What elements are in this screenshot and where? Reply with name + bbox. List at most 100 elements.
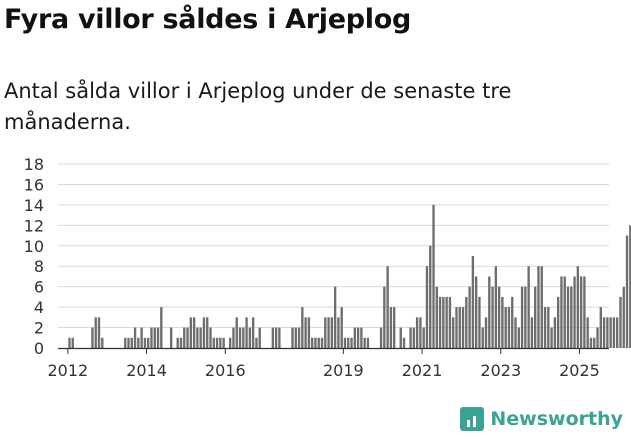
bar [150,327,153,348]
bar [245,317,248,348]
bar [537,266,540,348]
y-tick-label: 8 [34,257,44,276]
bar [169,327,173,348]
bar [570,286,573,348]
y-tick-label: 14 [24,196,44,215]
bar [294,327,297,348]
bar [547,307,550,348]
bar [445,296,448,348]
newsworthy-logo-icon [460,407,485,431]
bar [199,327,202,348]
y-tick-label: 0 [34,339,44,358]
bar [137,337,140,348]
bar [340,307,343,348]
bar [471,256,475,348]
chart-title: Fyra villor såldes i Arjeplog [4,4,411,35]
bar [448,296,452,348]
bar [271,327,275,348]
bar [307,317,311,348]
bar [317,337,320,348]
bar [484,317,488,348]
bar [576,266,580,348]
bar [629,225,631,348]
bar [619,296,622,348]
bar [586,317,589,348]
bar [616,317,619,348]
bar [235,317,238,348]
y-tick-label: 10 [24,237,44,256]
bar [196,327,199,348]
bar [602,317,606,348]
bar [622,286,625,348]
bar [192,317,196,348]
bar [527,266,530,348]
bar [101,337,104,348]
bar [409,327,412,348]
brand-name: Newsworthy [490,408,623,430]
bar [596,327,599,348]
bar [556,296,560,348]
bar [140,327,143,348]
bar [583,276,586,348]
bar [579,276,583,348]
bar [612,317,616,348]
bar [143,337,147,348]
bar [606,317,609,348]
bar [133,327,137,348]
bar [589,337,593,348]
bar [511,296,514,348]
bar [507,307,511,348]
y-tick-label: 6 [34,278,44,297]
bar [609,317,612,348]
bar [540,266,543,348]
x-tick-label: 2021 [402,361,443,380]
bar [425,266,429,348]
x-tick-label: 2012 [47,361,88,380]
bar [242,327,245,348]
bar [229,337,232,348]
bar [497,286,501,348]
bar [183,327,186,348]
bar [311,337,314,348]
bar [419,317,422,348]
newsworthy-brand: Newsworthy [460,407,623,431]
bar [386,266,389,348]
bar [563,276,566,348]
bar [625,235,629,348]
bar [524,286,527,348]
bar [232,327,235,348]
y-tick-label: 18 [24,155,44,174]
bar [501,296,504,348]
x-tick-label: 2025 [559,361,600,380]
bar [379,327,383,348]
bar [566,286,570,348]
bar [160,307,163,348]
x-tick-label: 2019 [323,361,364,380]
bar [458,307,461,348]
bar [176,337,179,348]
bar [530,317,534,348]
bar [550,327,553,348]
bar [465,296,468,348]
bar [494,266,498,348]
bar [343,337,347,348]
bar [71,337,74,348]
bar [251,317,255,348]
bar [491,286,494,348]
bar [147,337,150,348]
bar [255,337,258,348]
bar [278,327,281,348]
x-axis-ticks: 2012 2014 2016 2019 2021 2023 2025 [47,348,600,380]
gridlines [58,163,609,329]
bar [297,327,301,348]
bar [337,317,340,348]
bar [350,337,353,348]
bar [455,307,458,348]
bar [442,296,445,348]
bar [156,327,160,348]
bar [219,337,222,348]
bar [504,307,507,348]
bar [222,337,225,348]
